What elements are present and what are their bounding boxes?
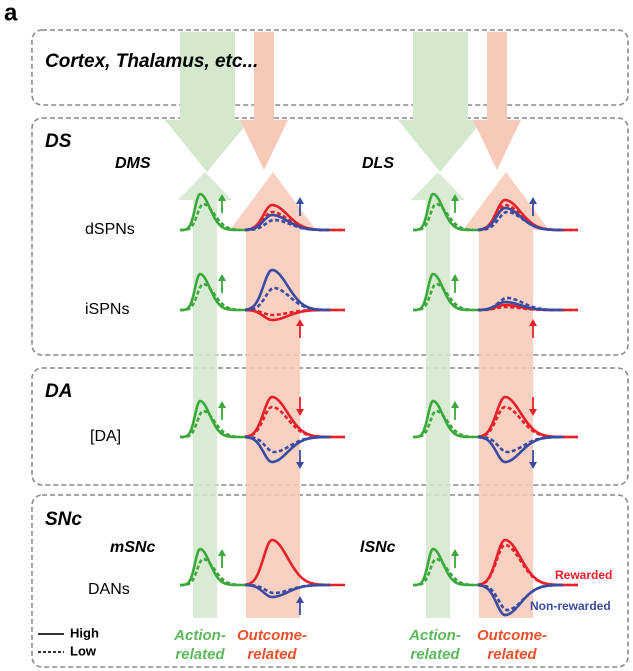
boxes	[31, 29, 629, 668]
outcome-input-arrow	[473, 32, 521, 170]
action-input-arrow	[165, 32, 250, 172]
legend-non-rewarded: Non-rewarded	[530, 599, 611, 613]
trace	[477, 206, 563, 232]
change-arrow-head	[451, 549, 459, 556]
change-arrow-head	[218, 401, 226, 408]
stream-label: Action-	[408, 627, 461, 644]
change-arrow-head	[296, 319, 304, 326]
subregion-title: lSNc	[360, 539, 396, 556]
row-label: DANs	[88, 581, 130, 598]
subregion-title: DLS	[362, 155, 394, 172]
trace	[245, 308, 345, 317]
action-feedback-arrow	[178, 172, 232, 618]
trace	[244, 405, 345, 439]
ds-box	[31, 117, 629, 356]
stream-label: related	[175, 646, 225, 663]
trace	[245, 583, 330, 595]
change-arrow-head	[296, 462, 304, 469]
change-arrow-head	[218, 549, 226, 556]
pathway-arrows	[165, 32, 549, 618]
trace	[477, 405, 578, 439]
trace	[478, 305, 578, 312]
stream-label: Outcome-	[477, 627, 547, 644]
trace	[244, 435, 330, 454]
row-label: [DA]	[90, 428, 121, 445]
change-arrow-head	[451, 401, 459, 408]
subregion-title: DMS	[115, 155, 151, 172]
stream-label: Outcome-	[237, 627, 307, 644]
stream-label: Action-	[173, 627, 226, 644]
change-arrow-head	[218, 274, 226, 281]
panel-label: a	[4, 0, 18, 26]
change-arrow-head	[529, 319, 537, 326]
trace	[245, 286, 330, 312]
stream-labels: Action- related Outcome- related Action-…	[173, 627, 547, 663]
traces	[180, 192, 578, 617]
region-title: Cortex, Thalamus, etc...	[45, 51, 258, 72]
trace	[180, 282, 241, 312]
trace	[180, 202, 241, 232]
trace	[413, 409, 474, 439]
input-box	[31, 29, 629, 106]
outcome-feedback-arrow	[463, 172, 549, 618]
trace	[180, 409, 241, 439]
da-box	[31, 367, 629, 486]
trace	[477, 296, 563, 312]
stream-label: related	[410, 646, 460, 663]
stream-label: related	[487, 646, 537, 663]
change-arrow-head	[296, 596, 304, 603]
region-title: DS	[45, 131, 72, 152]
legend-high: High	[70, 625, 99, 640]
subregion-title: mSNc	[110, 539, 155, 556]
snc-box	[31, 494, 629, 668]
change-arrow-head	[529, 409, 537, 416]
change-arrow-head	[218, 194, 226, 201]
row-label: iSPNs	[85, 301, 129, 318]
change-arrow-head	[296, 409, 304, 416]
change-arrow-head	[296, 197, 304, 204]
trace	[478, 210, 563, 232]
change-arrow-head	[529, 197, 537, 204]
legend-low: Low	[70, 643, 97, 658]
legend-rewarded: Rewarded	[555, 568, 612, 582]
action-input-arrow	[398, 32, 483, 172]
change-arrow-head	[451, 274, 459, 281]
trace	[180, 557, 241, 587]
trace	[413, 557, 474, 587]
change-arrow-head	[529, 462, 537, 469]
row-label: dSPNs	[85, 221, 135, 238]
trace	[477, 435, 563, 454]
change-arrow-head	[451, 194, 459, 201]
region-title: DA	[45, 381, 72, 402]
region-title: SNc	[45, 509, 82, 530]
action-feedback-arrow	[411, 172, 465, 618]
trace	[413, 282, 474, 312]
stream-label: related	[247, 646, 297, 663]
trace	[478, 583, 563, 612]
outcome-feedback-arrow	[230, 172, 316, 618]
outcome-input-arrow	[240, 32, 288, 170]
trace	[245, 218, 330, 232]
trace	[413, 202, 474, 232]
